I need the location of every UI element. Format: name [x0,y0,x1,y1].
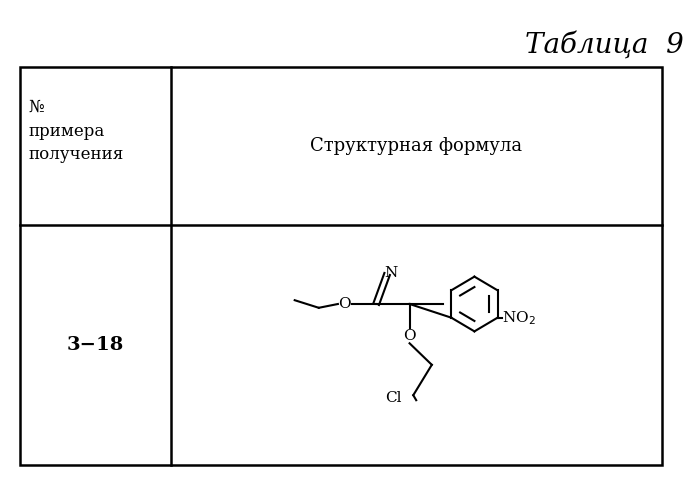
Text: O: O [338,297,351,311]
Text: Cl: Cl [385,391,402,405]
Text: Структурная формула: Структурная формула [310,137,522,155]
Bar [20,67,662,465]
Text: O: O [403,329,416,343]
Text: Таблица  9: Таблица 9 [525,31,684,59]
Text: N: N [384,266,398,280]
Text: NO$_2$: NO$_2$ [503,309,536,327]
Text: 3−18: 3−18 [67,336,124,354]
Text: №
примера
получения: № примера получения [28,99,124,163]
